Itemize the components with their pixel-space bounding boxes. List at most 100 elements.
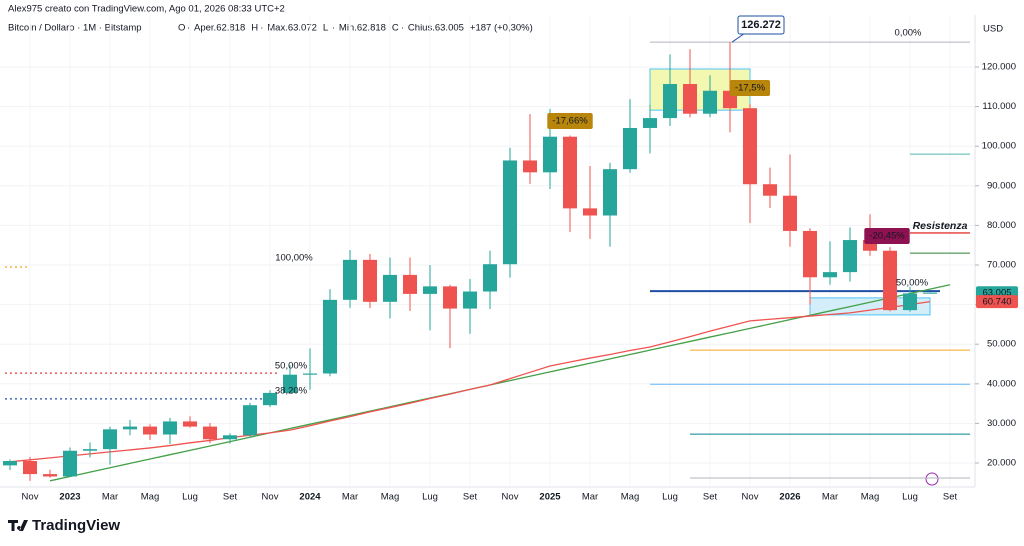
x-tick-label: Mar <box>102 492 118 503</box>
candle-body <box>903 293 917 311</box>
ohlc-value: 63.005 <box>435 23 464 34</box>
candle-body <box>423 286 437 294</box>
y-tick-label: 70.000 <box>987 260 1016 271</box>
trendline <box>49 284 951 482</box>
x-tick-label: Nov <box>262 492 279 503</box>
price-tag <box>976 295 1018 309</box>
candle-body <box>3 461 17 466</box>
x-tick-label: Set <box>943 492 958 503</box>
annotation: 0,00% <box>895 28 922 39</box>
x-tick-label: Lug <box>422 492 438 503</box>
candle-body <box>263 392 277 406</box>
y-tick-label: 40.000 <box>987 378 1016 389</box>
annotation-box <box>864 228 910 244</box>
x-tick-label: Set <box>223 492 238 503</box>
candle-body <box>163 421 177 435</box>
price-tag-label: 60.740 <box>982 297 1011 308</box>
candle-body <box>803 230 817 278</box>
zone <box>809 297 931 316</box>
y-tick-label: 50.000 <box>987 339 1016 350</box>
candle-body <box>463 291 477 309</box>
annotation: 38,20% <box>275 386 308 397</box>
candle-body <box>523 160 537 173</box>
ath-label: 126.272 <box>741 19 781 31</box>
x-tick-label: Mar <box>822 492 838 503</box>
candle-body <box>483 264 497 292</box>
candle-body <box>923 292 937 294</box>
ohlc-label: Chius. <box>408 23 435 34</box>
candle-body <box>883 250 897 311</box>
logo <box>8 520 28 531</box>
candle-body <box>223 435 237 440</box>
y-tick-label: 100.000 <box>982 141 1016 152</box>
candle-body <box>743 108 757 185</box>
candle-body <box>543 136 557 173</box>
ohlc-value: 62.818 <box>216 23 245 34</box>
candle-body <box>323 299 337 374</box>
x-tick-label: 2023 <box>59 492 80 503</box>
brand: TradingView <box>32 517 120 534</box>
candle-body <box>503 160 517 265</box>
candle-body <box>703 90 717 114</box>
ohlc-key: C <box>392 23 399 34</box>
x-tick-label: Mag <box>381 492 399 503</box>
candle-body <box>43 474 57 477</box>
candle-body <box>783 195 797 231</box>
ohlc-key: L <box>323 23 328 34</box>
price-tag-label: 63.005 <box>982 288 1011 299</box>
ohlc-key: O <box>178 23 185 34</box>
symbol: Bitcoin / Dollaro · 1M · Bitstamp <box>8 23 142 34</box>
y-tick-label: 120.000 <box>982 62 1016 73</box>
x-tick-label: Mar <box>342 492 358 503</box>
candle-body <box>823 272 837 278</box>
candle-body <box>403 274 417 294</box>
candle-body <box>303 373 317 375</box>
y-tick-label: 110.000 <box>982 101 1016 112</box>
annotation-box <box>547 113 593 129</box>
candle-body <box>563 136 577 209</box>
candle-body <box>343 259 357 300</box>
candle-body <box>123 426 137 430</box>
ohlc-sep: · <box>401 23 404 34</box>
x-tick-label: Mar <box>582 492 598 503</box>
candle-body <box>243 405 257 436</box>
candle-body <box>23 461 37 475</box>
annotation: Resistenza <box>913 220 968 232</box>
ath-box <box>737 15 785 35</box>
candle-body <box>203 426 217 440</box>
y-tick-label: 20.000 <box>987 458 1016 469</box>
candle-body <box>843 240 857 273</box>
x-tick-label: Lug <box>902 492 918 503</box>
y-tick-label: 30.000 <box>987 418 1016 429</box>
candle-body <box>283 374 297 393</box>
candle-body <box>603 169 617 216</box>
candle-body <box>383 274 397 302</box>
candle-body <box>583 208 597 216</box>
ohlc-label: Max. <box>267 23 288 34</box>
annotation: -17,66% <box>552 116 588 127</box>
x-tick-label: Lug <box>182 492 198 503</box>
candle-body <box>623 127 637 170</box>
x-tick-label: Nov <box>22 492 39 503</box>
currency: USD <box>983 24 1003 35</box>
candle-body <box>83 449 97 451</box>
candle-body <box>643 118 657 128</box>
candle-body <box>443 286 457 309</box>
candle-body <box>863 240 877 251</box>
x-tick-label: Lug <box>662 492 678 503</box>
ohlc-label: Min. <box>339 23 357 34</box>
candle-body <box>103 429 117 450</box>
ohlc-sep: · <box>187 23 190 34</box>
x-tick-label: Mag <box>141 492 159 503</box>
annotation: 50,00% <box>896 278 929 289</box>
candle-body <box>63 450 77 477</box>
candle-body <box>683 84 697 114</box>
ohlc-value: 62.818 <box>357 23 386 34</box>
moving-average <box>9 301 931 463</box>
x-tick-label: Mag <box>621 492 639 503</box>
x-tick-label: Mag <box>861 492 879 503</box>
annotation: 50,00% <box>275 361 308 372</box>
x-tick-label: 2024 <box>299 492 321 503</box>
annotation: 100,00% <box>275 253 313 264</box>
